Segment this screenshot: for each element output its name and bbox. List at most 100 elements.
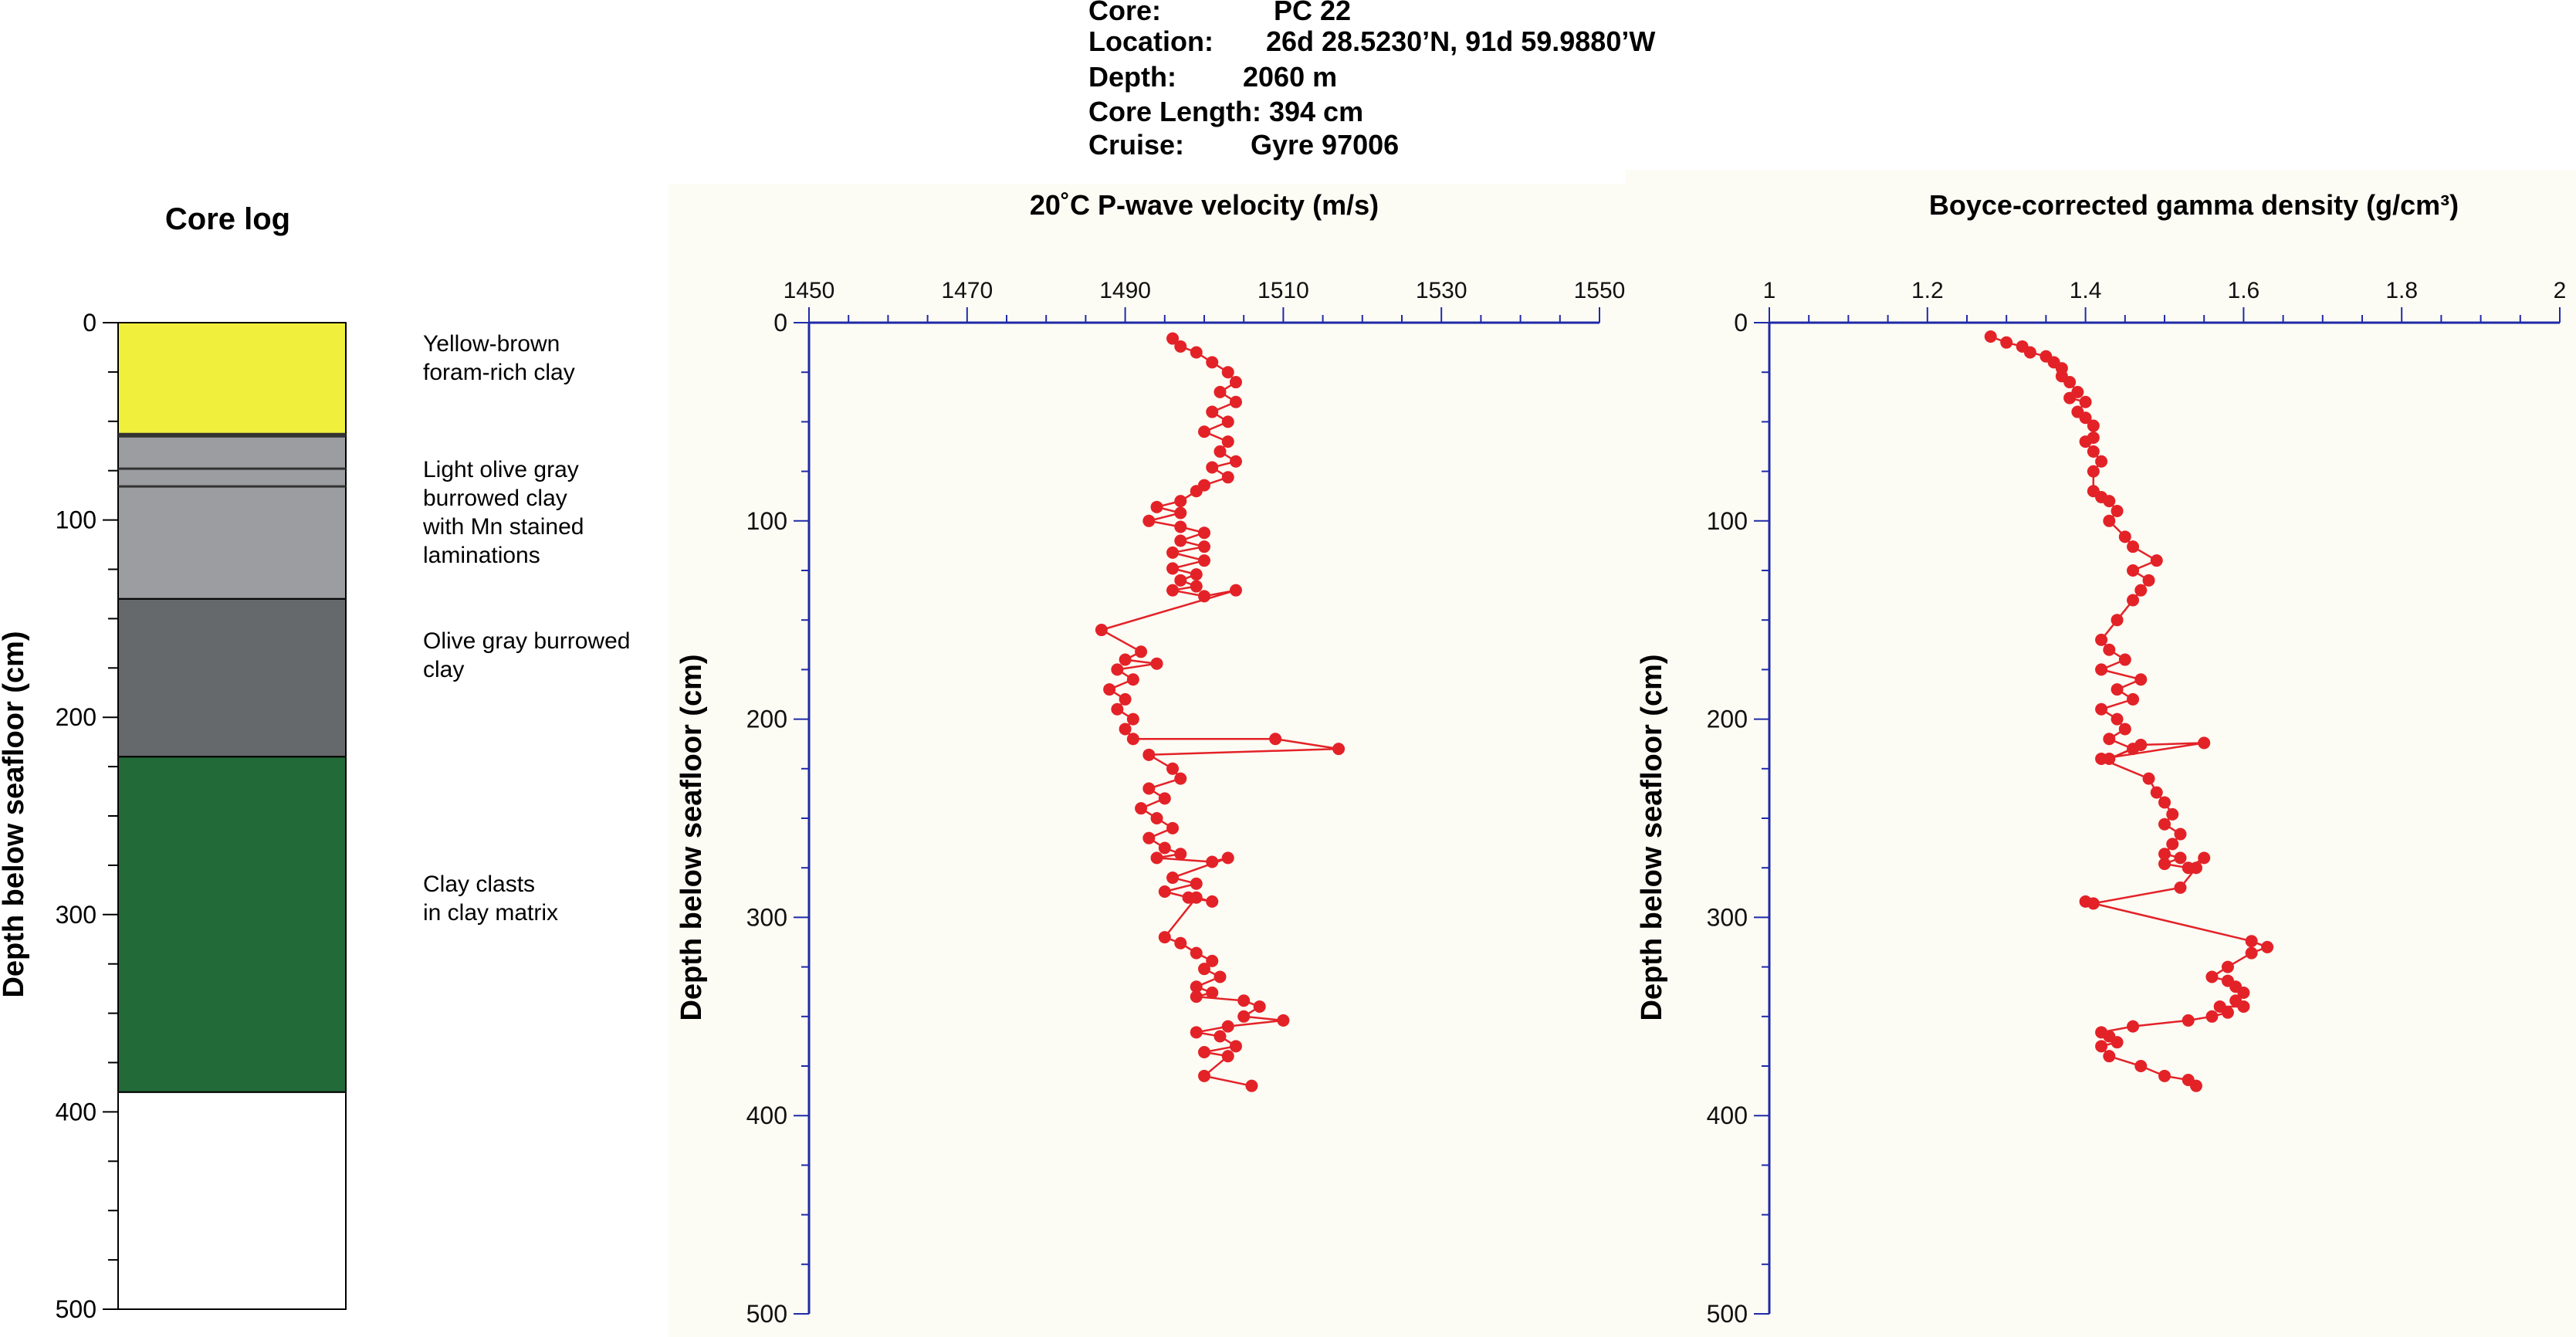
velocity-data-point (1150, 657, 1163, 670)
core-log-panel: Core log Depth below seafloor (cm) Yello… (0, 202, 630, 1323)
density-data-point (2111, 614, 2124, 627)
velocity-data-point (1229, 1040, 1242, 1053)
velocity-data-point (1206, 986, 1219, 999)
velocity-data-point (1119, 723, 1132, 736)
density-data-point (2000, 336, 2013, 349)
core-unit-label-line: in clay matrix (423, 900, 558, 926)
velocity-data-point (1095, 624, 1108, 637)
velocity-data-point (1119, 692, 1132, 706)
velocity-data-point (1206, 855, 1219, 868)
core-log-unit-labels: Yellow-brown foram-rich clay Light olive g… (422, 331, 630, 926)
core-unit-label-line: clay (423, 657, 464, 682)
velocity-y-tick-label: 500 (746, 1300, 787, 1328)
header-cruise-value: Gyre 97006 (1251, 129, 1400, 161)
header-core-length-value: 394 cm (1268, 96, 1364, 127)
density-series-points (1984, 330, 2274, 1092)
core-unit-label-line: Light olive gray (423, 457, 579, 482)
density-data-point (2103, 495, 2116, 508)
density-data-point (2127, 564, 2140, 577)
velocity-data-point (1190, 946, 1203, 960)
density-y-tick-label: 100 (1707, 507, 1748, 535)
velocity-data-point (1150, 812, 1163, 824)
core-unit-label-line: laminations (423, 543, 540, 568)
header-depth-value: 2060 m (1243, 61, 1338, 93)
velocity-data-point (1119, 653, 1132, 666)
core-log-laminations (118, 467, 346, 488)
velocity-data-point (1174, 772, 1187, 785)
core-log-tick-label: 200 (56, 703, 96, 731)
velocity-data-point (1198, 540, 1210, 553)
density-data-point (2245, 935, 2258, 948)
velocity-data-point (1190, 990, 1203, 1004)
density-data-point (2174, 881, 2187, 894)
density-data-point (2111, 713, 2124, 726)
velocity-data-point (1332, 743, 1346, 756)
density-data-point (2063, 391, 2077, 404)
density-data-point (2087, 465, 2100, 478)
velocity-data-point (1158, 841, 1171, 855)
velocity-data-point (1206, 954, 1219, 967)
density-data-point (2166, 838, 2179, 851)
velocity-series-points (1095, 332, 1346, 1092)
velocity-data-point (1190, 568, 1203, 581)
density-data-point (2063, 376, 2077, 389)
velocity-data-point (1158, 931, 1171, 944)
velocity-axes: 1450 1470 1490 1510 1530 1550 0 100 200 300 400 500 (746, 278, 1626, 1328)
velocity-data-point (1229, 395, 1242, 408)
density-title-text: Boyce-corrected gamma density (g/cm³) (1929, 189, 2459, 221)
velocity-data-point (1221, 366, 1234, 379)
velocity-data-point (1221, 435, 1234, 448)
density-y-tick-label: 500 (1707, 1300, 1748, 1328)
velocity-data-point (1237, 1010, 1251, 1023)
velocity-data-point (1174, 506, 1187, 520)
density-data-point (2087, 419, 2100, 432)
velocity-data-point (1150, 851, 1163, 865)
velocity-data-point (1190, 580, 1203, 593)
density-data-point (2174, 851, 2187, 865)
density-data-point (2103, 514, 2116, 527)
density-data-point (2095, 455, 2108, 468)
density-x-tick-label: 1.8 (2385, 278, 2418, 303)
header-location-value: 26d 28.5230’N, 91d 59.9880’W (1266, 25, 1656, 57)
core-unit-1 (117, 434, 347, 600)
velocity-data-point (1206, 356, 1219, 369)
core-log-depth-axis: 0 100 200 300 400 500 (56, 309, 118, 1323)
velocity-data-point (1198, 425, 1210, 438)
velocity-data-point (1142, 782, 1156, 795)
density-y-tick-label: 300 (1707, 903, 1748, 931)
density-data-point (2166, 807, 2179, 821)
density-data-point (2142, 574, 2155, 587)
velocity-data-point (1174, 936, 1187, 949)
core-log-y-axis-label: Depth below seafloor (cm) (0, 631, 30, 997)
velocity-data-point (1206, 895, 1219, 908)
core-log-tick-label: 100 (56, 506, 96, 534)
density-data-point (2118, 723, 2131, 736)
core-unit-0 (117, 322, 347, 436)
velocity-data-point (1221, 415, 1234, 428)
velocity-x-tick-label: 1550 (1574, 278, 1626, 303)
density-data-point (2079, 895, 2092, 908)
core-unit-label-line: with Mn stained (422, 514, 584, 540)
velocity-data-point (1198, 1046, 1210, 1059)
density-x-tick-label: 1.4 (2070, 278, 2102, 303)
velocity-data-point (1174, 848, 1187, 861)
density-data-point (2079, 411, 2092, 425)
velocity-data-point (1150, 500, 1163, 513)
density-data-point (2087, 445, 2100, 458)
velocity-data-point (1198, 590, 1210, 603)
velocity-chart-title: 20˚C P-wave velocity (m/s) (1030, 189, 1379, 221)
density-data-point (2095, 633, 2108, 646)
density-x-tick-label: 1 (1763, 278, 1776, 303)
density-data-point (2237, 1000, 2250, 1013)
velocity-data-point (1214, 970, 1227, 983)
core-unit-4 (117, 1091, 347, 1310)
density-data-point (2158, 817, 2171, 831)
core-log-tick-label: 0 (83, 309, 96, 337)
velocity-data-point (1166, 872, 1180, 885)
velocity-data-point (1190, 1026, 1203, 1039)
density-data-point (2118, 530, 2131, 543)
velocity-data-point (1245, 1079, 1258, 1092)
velocity-data-point (1126, 673, 1139, 686)
density-data-point (2103, 733, 2116, 746)
velocity-data-point (1190, 877, 1203, 890)
